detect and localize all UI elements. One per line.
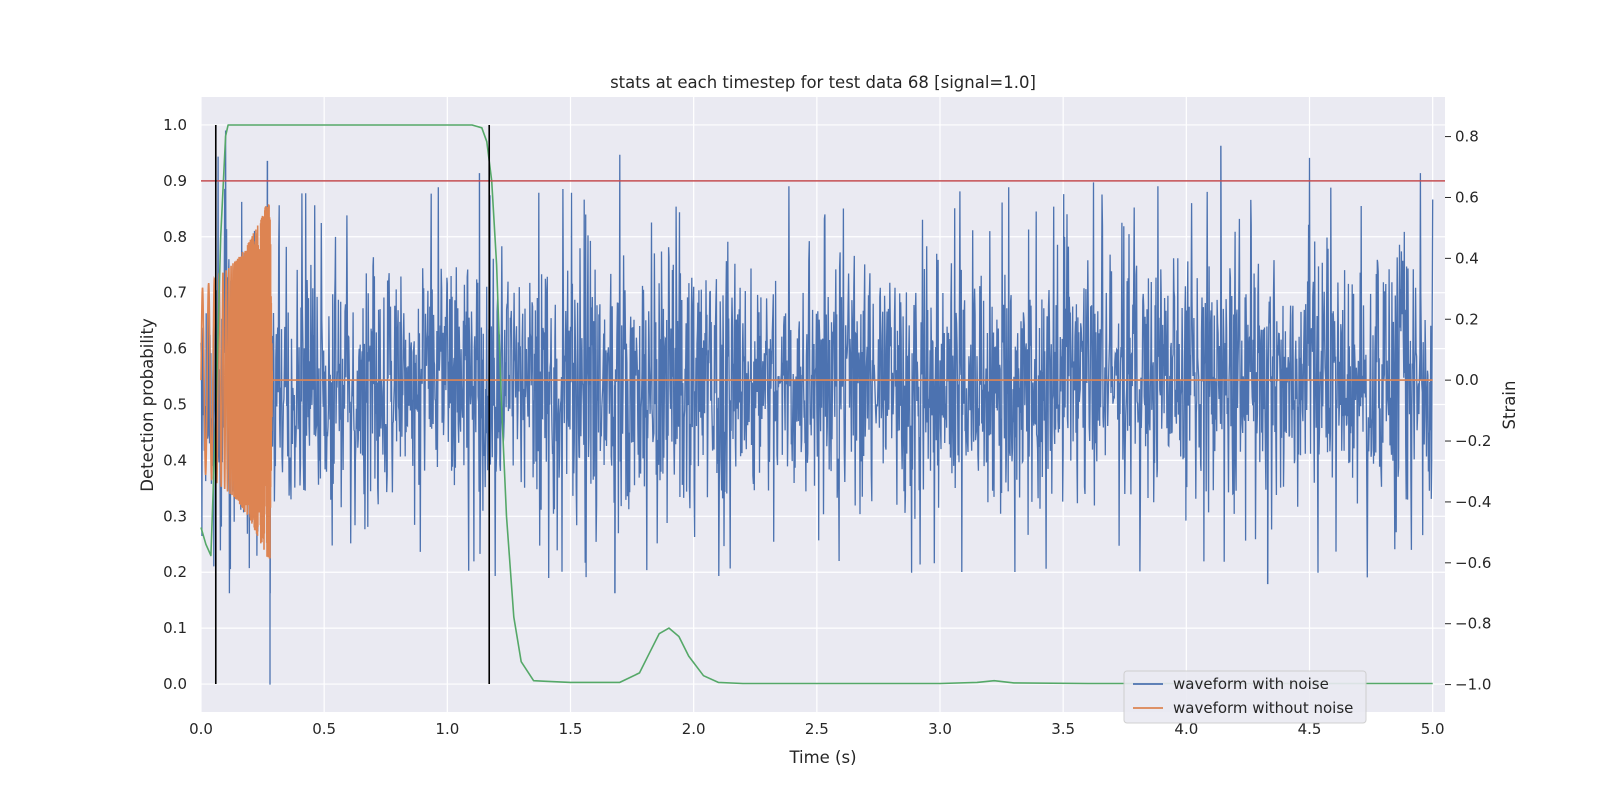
x-tick-label: 5.0 [1421, 720, 1445, 738]
right-y-tick-label: −0.4 [1455, 493, 1491, 511]
x-tick-label: 1.0 [435, 720, 459, 738]
x-tick-label: 2.5 [805, 720, 829, 738]
series-waveform-without-noise [200, 204, 1433, 559]
right-y-tick-label: 0.0 [1455, 371, 1479, 389]
x-tick-label: 4.5 [1298, 720, 1322, 738]
series-detection-probability [200, 124, 1433, 685]
x-axis-label: Time (s) [788, 748, 856, 767]
left-y-tick-label: 0.7 [163, 284, 187, 302]
right-y-tick-label: −0.8 [1455, 615, 1491, 633]
legend-frame [1123, 670, 1367, 724]
right-y-tick-label: 0.4 [1455, 249, 1479, 267]
right-y-axis-label: Strain [1500, 381, 1519, 430]
right-y-tick-label: 0.2 [1455, 310, 1479, 328]
grid-lines [200, 97, 1445, 712]
x-tick-label: 0.0 [189, 720, 213, 738]
left-y-tick-label: 0.4 [163, 451, 187, 469]
left-y-tick-label: 0.3 [163, 507, 187, 525]
legend: waveform with noise waveform without noi… [1123, 670, 1367, 724]
left-y-tick-label: 0.2 [163, 563, 187, 581]
tick-labels: 0.0 0.5 1.0 1.5 2.0 2.5 3.0 3.5 4.0 4.5 5.0 0.0 0.1 0… [163, 116, 1491, 738]
left-y-axis-label: Detection probability [138, 318, 157, 492]
legend-label-clean: waveform without noise [1173, 699, 1353, 717]
legend-label-noise: waveform with noise [1173, 675, 1329, 693]
left-y-tick-label: 0.0 [163, 675, 187, 693]
x-tick-label: 4.0 [1174, 720, 1198, 738]
left-y-tick-label: 0.9 [163, 172, 187, 190]
right-y-tick-label: −0.6 [1455, 554, 1491, 572]
right-y-tick-label: −0.2 [1455, 432, 1491, 450]
x-tick-label: 2.0 [682, 720, 706, 738]
x-tick-label: 3.0 [928, 720, 952, 738]
right-y-tick-label: −1.0 [1455, 676, 1491, 694]
left-y-tick-label: 0.5 [163, 396, 187, 414]
left-y-tick-label: 1.0 [163, 116, 187, 134]
left-y-tick-label: 0.8 [163, 228, 187, 246]
right-y-tick-label: 0.8 [1455, 128, 1479, 146]
x-tick-label: 1.5 [559, 720, 583, 738]
right-y-tick-label: 0.6 [1455, 188, 1479, 206]
series-layer [200, 124, 1445, 685]
x-tick-label: 0.5 [312, 720, 336, 738]
left-y-tick-label: 0.1 [163, 619, 187, 637]
left-y-tick-label: 0.6 [163, 340, 187, 358]
chart-title: stats at each timestep for test data 68 … [610, 73, 1036, 92]
x-tick-label: 3.5 [1051, 720, 1075, 738]
